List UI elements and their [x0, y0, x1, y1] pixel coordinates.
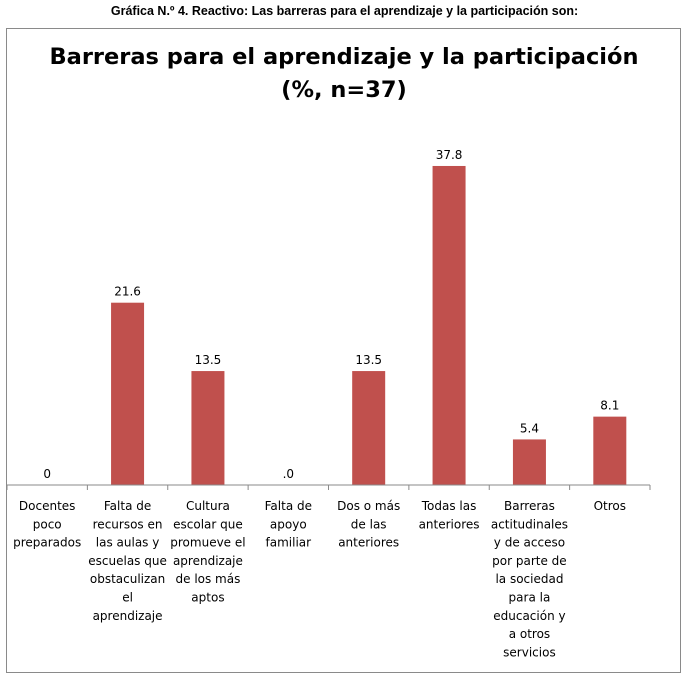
bar: [432, 165, 466, 485]
chart-subtitle: (%, n=37): [281, 77, 407, 103]
chart-title: Barreras para el aprendizaje y la partic…: [49, 44, 638, 70]
x-axis-ticks: [7, 485, 651, 490]
bar-value-label: .0: [283, 467, 294, 481]
bar: [191, 371, 225, 485]
bar-chart: Barreras para el aprendizaje y la partic…: [7, 44, 651, 659]
category-label: Otros: [594, 499, 626, 513]
category-label: Falta de recursos en las aulas y escuelas q…: [88, 499, 167, 623]
category-label: Cultura escolar que promueve el aprendizaje…: [170, 499, 245, 605]
category-label: Todas las anteriores: [419, 499, 480, 531]
figure-caption: Gráfica N.º 4. Reactivo: Las barreras pa…: [110, 4, 579, 18]
bar-value-label: 5.4: [520, 421, 539, 435]
bar: [111, 302, 145, 485]
bars-group: [111, 165, 627, 485]
bar: [512, 439, 546, 485]
category-label: Dos o más de las anteriores: [337, 499, 400, 550]
chart-frame: Barreras para el aprendizaje y la partic…: [6, 28, 681, 673]
bar-value-label: 13.5: [195, 353, 222, 367]
bar-value-label: 8.1: [600, 399, 619, 413]
category-label: Barreras actitudinales y de acceso por part…: [491, 499, 568, 659]
category-label: Falta de apoyo familiar: [265, 499, 312, 550]
bar-value-label: 37.8: [436, 148, 463, 162]
category-label: Docentes poco preparados: [13, 499, 81, 550]
bar-value-label: 13.5: [355, 353, 382, 367]
value-labels-group: 0 21.6 13.5 .0 13.5 37.8 5.4 8.1: [43, 148, 619, 481]
bar: [593, 416, 627, 485]
bar: [352, 371, 386, 485]
bar-value-label: 0: [43, 467, 51, 481]
bar-value-label: 21.6: [114, 285, 141, 299]
